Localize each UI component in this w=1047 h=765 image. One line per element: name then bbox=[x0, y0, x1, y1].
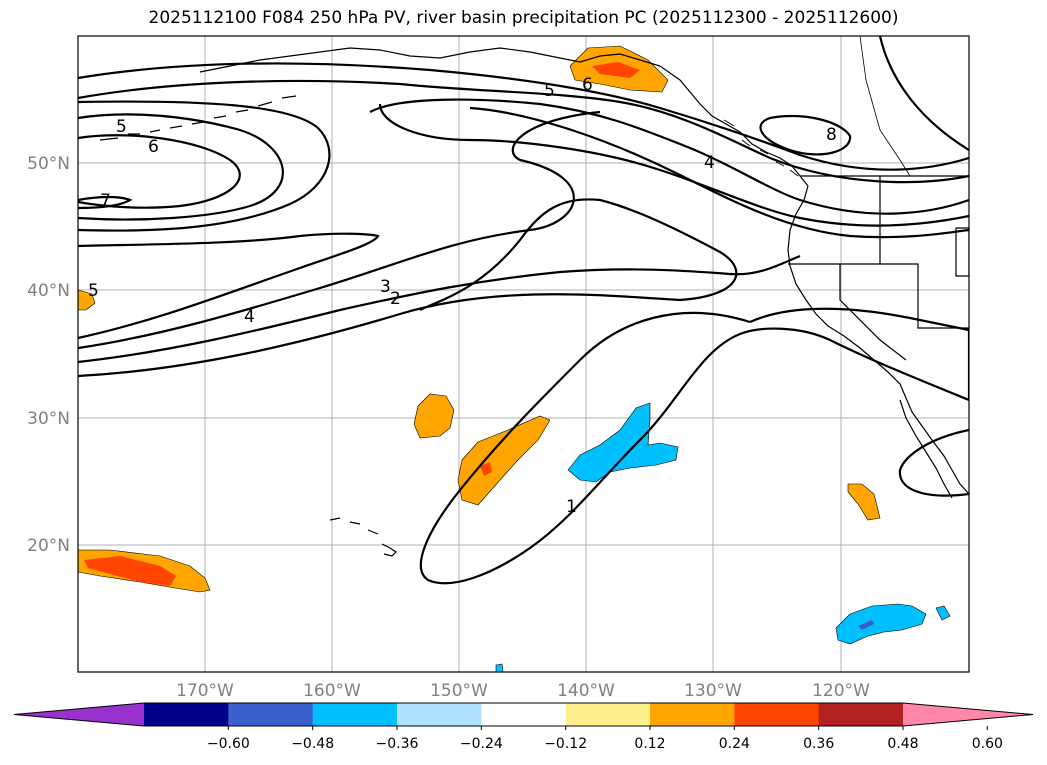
pv-contour-7-west bbox=[78, 195, 133, 210]
precip-fills bbox=[78, 45, 951, 672]
colorbar-tick-label: 0.12 bbox=[634, 736, 665, 752]
pv-contour-5-long bbox=[78, 100, 331, 232]
colorbar-tick-label: 0.48 bbox=[887, 736, 918, 752]
precip-positive-west-edge bbox=[78, 289, 96, 311]
colorbar-extend-low bbox=[14, 703, 144, 726]
precip-strong-gulf-alaska bbox=[592, 62, 640, 78]
contour-label-8-east: 8 bbox=[826, 125, 837, 145]
contour-label-4-north: 4 bbox=[704, 153, 715, 173]
coast-alaska bbox=[199, 47, 809, 187]
precip-negative-southeast bbox=[835, 603, 927, 645]
colorbar-segment bbox=[650, 703, 735, 726]
precip-negative-strong-southeast bbox=[858, 620, 874, 630]
map-title: 2025112100 F084 250 hPa PV, river basin … bbox=[148, 8, 899, 28]
pv-contour-4-long bbox=[78, 232, 380, 340]
coast-aleutians bbox=[99, 95, 297, 141]
colorbar-tick-label: 0.36 bbox=[803, 736, 834, 752]
gridlines bbox=[78, 36, 969, 672]
lon-label-120w: 120°W bbox=[812, 681, 870, 701]
precip-negative-small-east bbox=[935, 605, 951, 621]
coast-baja bbox=[899, 399, 953, 499]
contour-label-4-mid: 4 bbox=[244, 307, 255, 327]
border-ca-nv bbox=[839, 264, 907, 361]
colorbar-tick-label: −0.24 bbox=[460, 736, 503, 752]
colorbar-segment bbox=[228, 703, 314, 726]
longitude-labels: 170°W 160°W 150°W 140°W 130°W 120°W bbox=[176, 681, 870, 701]
coast-hawaii bbox=[329, 517, 397, 557]
border-state-3 bbox=[955, 227, 969, 277]
lon-label-160w: 160°W bbox=[303, 681, 361, 701]
colorbar-tick-label: 0.60 bbox=[972, 736, 1003, 752]
lon-label-170w: 170°W bbox=[176, 681, 234, 701]
colorbar-tick-label: −0.36 bbox=[376, 736, 419, 752]
colorbar-segment bbox=[397, 703, 482, 726]
contour-label-2-mid: 2 bbox=[390, 289, 401, 309]
colorbar-extend-high bbox=[903, 703, 1033, 726]
border-state-1 bbox=[788, 263, 969, 329]
latitude-labels: 50°N 40°N 30°N 20°N bbox=[27, 154, 70, 556]
colorbar-segment bbox=[144, 703, 229, 726]
pv-contour-4-north bbox=[369, 98, 969, 215]
contour-label-5-north: 5 bbox=[544, 81, 555, 101]
colorbar-tick-label: −0.12 bbox=[544, 736, 587, 752]
colorbar-outline bbox=[13, 702, 1034, 727]
lon-label-130w: 130°W bbox=[684, 681, 742, 701]
colorbar: −0.60 −0.48 −0.36 −0.24 −0.12 0.12 0.24 0.36 0.4… bbox=[13, 702, 1034, 752]
contour-label-1-trough: 1 bbox=[566, 497, 577, 517]
colorbar-segment bbox=[565, 703, 651, 726]
border-alaska-canada bbox=[859, 36, 911, 177]
pv-contour-6-west bbox=[78, 134, 241, 209]
contour-label-3-mid: 3 bbox=[380, 277, 391, 297]
contour-label-7-west: 7 bbox=[100, 191, 111, 211]
pv-contour-5-west bbox=[78, 113, 284, 221]
coastline-icon bbox=[99, 36, 969, 557]
colorbar-segment bbox=[734, 703, 820, 726]
precip-strong-southwest bbox=[84, 556, 176, 586]
lat-label-50n: 50°N bbox=[27, 154, 70, 174]
precip-negative-small-south bbox=[495, 663, 504, 672]
coast-bc-islands bbox=[723, 119, 799, 177]
lon-label-150w: 150°W bbox=[430, 681, 488, 701]
pv-contour-5-north bbox=[78, 62, 969, 171]
pv-contour-3-north bbox=[378, 103, 969, 227]
colorbar-segment bbox=[818, 703, 904, 726]
pv-contour-8 bbox=[759, 114, 852, 156]
colorbar-tick-label: 0.24 bbox=[719, 736, 750, 752]
colorbar-tick-label: −0.60 bbox=[207, 736, 250, 752]
map-frame bbox=[77, 35, 970, 673]
precip-strong-subtropic-b bbox=[480, 462, 492, 476]
pv-contour-2-long bbox=[78, 254, 801, 364]
contour-label-6-north: 6 bbox=[582, 75, 593, 95]
pv-contour-2-north bbox=[469, 106, 969, 239]
precip-positive-baja-offshore bbox=[847, 483, 881, 521]
contour-label-5-west: 5 bbox=[116, 117, 127, 137]
contour-label-5-edge: 5 bbox=[88, 281, 99, 301]
contour-label-6-west: 6 bbox=[148, 137, 159, 157]
contour-labels: 5 6 7 5 4 3 2 5 6 4 8 1 bbox=[88, 75, 837, 517]
pv-contour-southeast bbox=[898, 428, 969, 497]
colorbar-tick-label: −0.48 bbox=[291, 736, 334, 752]
colorbar-segment bbox=[481, 703, 567, 726]
lat-label-20n: 20°N bbox=[27, 536, 70, 556]
colorbar-segment bbox=[312, 703, 398, 726]
pv-contour-3-long bbox=[78, 110, 601, 350]
lat-label-30n: 30°N bbox=[27, 409, 70, 429]
pv-contour-east-a bbox=[878, 36, 969, 151]
lon-label-140w: 140°W bbox=[557, 681, 615, 701]
coast-us-west bbox=[787, 185, 969, 495]
precip-positive-subtropic-b bbox=[457, 415, 551, 506]
precip-positive-subtropic-a bbox=[413, 393, 455, 439]
lat-label-40n: 40°N bbox=[27, 281, 70, 301]
pv-contour-1-trough bbox=[78, 198, 738, 378]
